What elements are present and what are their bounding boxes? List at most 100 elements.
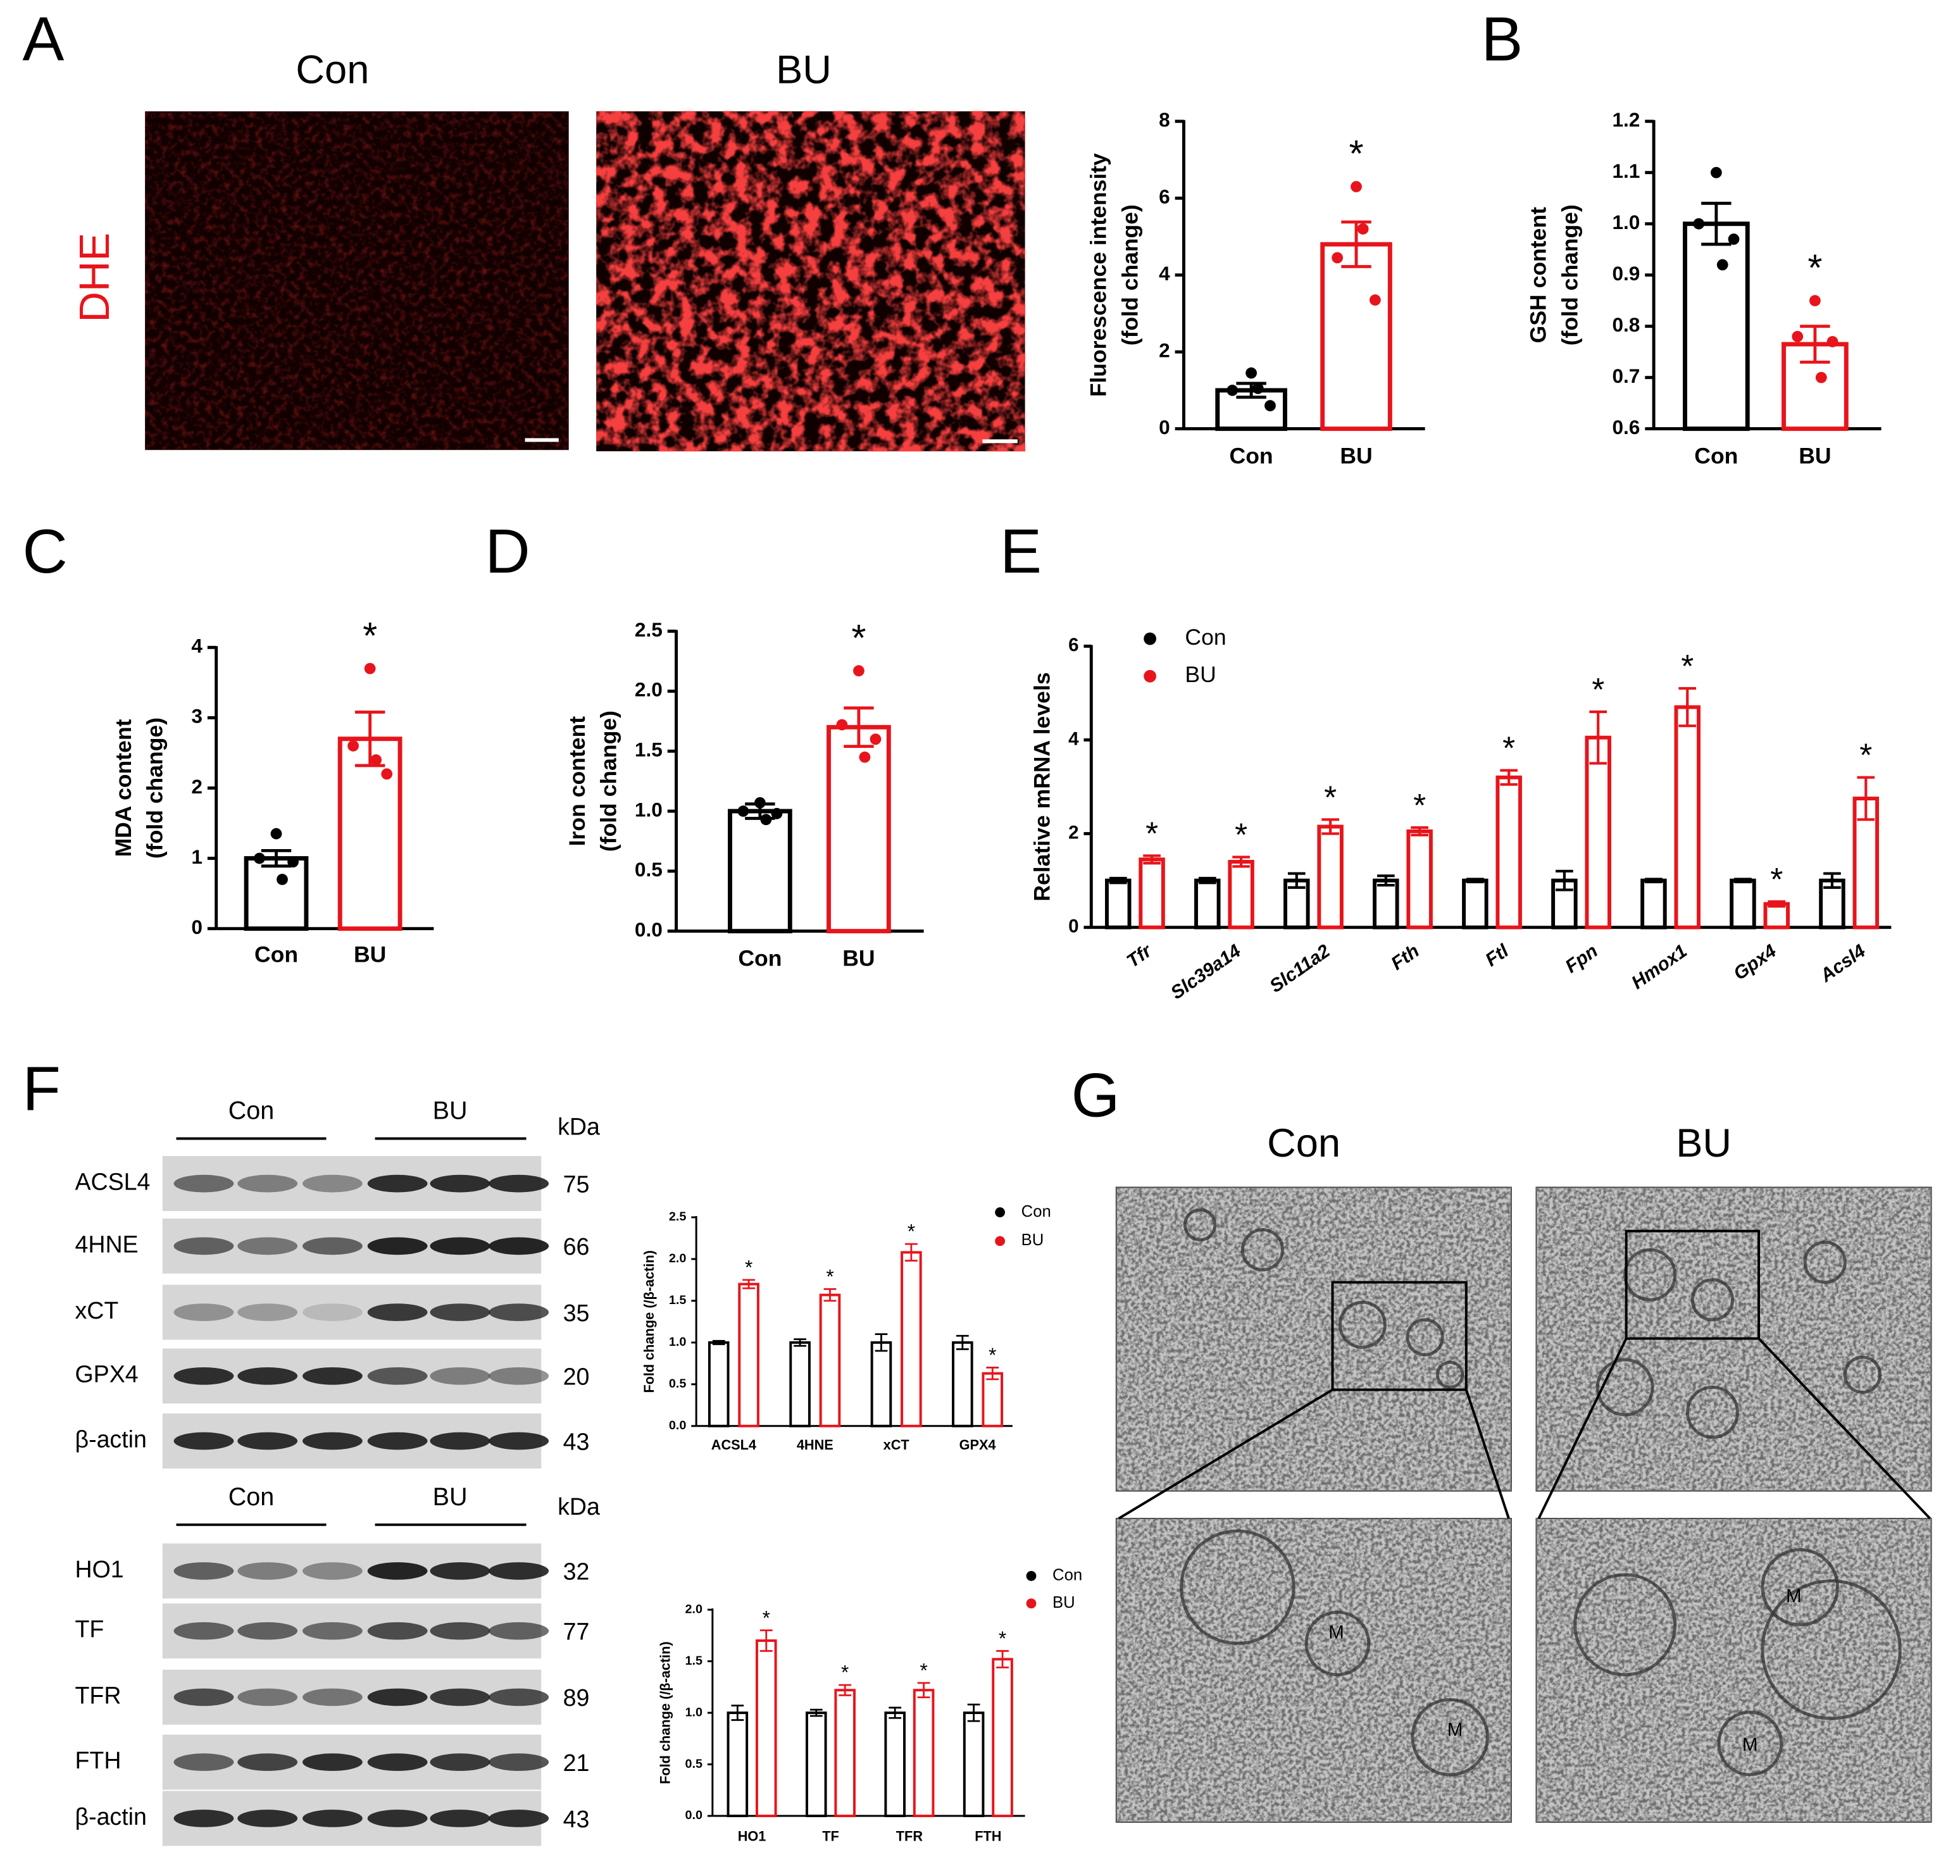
y-tick-label: 3	[191, 705, 203, 728]
error-bar	[904, 1243, 918, 1262]
error-bar	[354, 711, 385, 767]
x-tick-label: Con	[254, 942, 298, 967]
significance: *	[1413, 787, 1426, 823]
blot-band	[367, 1432, 428, 1450]
blot-band	[430, 1688, 490, 1706]
blot-band	[430, 1174, 490, 1193]
bar	[1317, 824, 1344, 929]
blot-band	[173, 1303, 234, 1321]
x-tick-label: Con	[1230, 443, 1273, 468]
bar	[1640, 878, 1667, 929]
error-bar	[1287, 872, 1306, 889]
significance: *	[1235, 817, 1247, 853]
blot-band	[430, 1810, 490, 1827]
group-label: Con	[1267, 1121, 1340, 1165]
significance: *	[1681, 648, 1694, 684]
blot-band	[173, 1432, 234, 1450]
blot-band	[302, 1432, 363, 1450]
group-label: BU	[1676, 1121, 1732, 1165]
blot-band	[173, 1753, 234, 1771]
micrograph-texture	[596, 111, 1025, 452]
blot-band	[237, 1303, 298, 1321]
legend-label: BU	[1021, 1231, 1044, 1249]
x-tick-label: ACSL4	[711, 1437, 756, 1453]
error-bar	[1768, 900, 1786, 908]
data-point	[364, 662, 376, 674]
protein-label: β-actin	[75, 1803, 147, 1830]
bar	[1406, 829, 1433, 929]
data-point	[836, 719, 848, 731]
y-axis-label: Fold change (/β-actin)	[641, 1250, 657, 1393]
y-tick-label: 2	[191, 775, 203, 798]
significance: *	[841, 1661, 849, 1684]
tem-texture	[1116, 1518, 1511, 1822]
data-point	[381, 768, 393, 780]
error-bar	[1701, 201, 1732, 246]
x-tick-label: Con	[738, 945, 782, 971]
panel-letter: G	[1071, 1060, 1120, 1129]
protein-label: xCT	[75, 1297, 119, 1324]
blot-band	[430, 1753, 490, 1771]
kda-value: 89	[563, 1684, 590, 1711]
data-point	[270, 828, 282, 840]
blot-band	[173, 1622, 234, 1640]
x-tick-label: Hmox1	[1628, 940, 1691, 993]
y-tick-label: 0.0	[669, 1419, 686, 1432]
y-tick-label: 4	[1068, 728, 1079, 749]
error-bar	[1800, 325, 1830, 364]
data-point	[277, 874, 288, 885]
blot-band	[430, 1562, 490, 1580]
data-point	[1351, 181, 1362, 192]
error-bar	[986, 1367, 999, 1381]
protein-label: GPX4	[75, 1361, 139, 1388]
blot-band	[237, 1432, 298, 1450]
legend-label: BU	[1052, 1594, 1075, 1612]
significance: *	[999, 1627, 1006, 1649]
legend-label: Con	[1052, 1567, 1082, 1584]
x-tick-label: Acsl4	[1816, 940, 1869, 986]
mitochondrion	[1406, 1318, 1444, 1357]
bar	[834, 1689, 856, 1818]
bar	[1683, 221, 1750, 432]
data-point	[1369, 294, 1381, 306]
y-tick-label: 4	[1159, 262, 1170, 285]
bar	[789, 1341, 811, 1427]
bar	[1585, 735, 1611, 929]
legend-marker	[1144, 632, 1156, 645]
y-tick-label: 0.0	[685, 1808, 702, 1822]
mitochondrion	[1304, 1610, 1371, 1677]
error-bar	[1645, 878, 1663, 883]
y-tick-label: 1.0	[685, 1705, 702, 1719]
kda-value: 43	[563, 1428, 590, 1455]
data-point	[1357, 223, 1369, 235]
blot-band	[489, 1688, 549, 1706]
blot-unit: kDa	[558, 1114, 600, 1140]
blot-band	[367, 1303, 428, 1321]
zoom-box	[1331, 1281, 1468, 1391]
mitochondrion	[1761, 1579, 1902, 1720]
y-tick-label: 2.0	[635, 678, 663, 701]
data-point	[771, 807, 783, 819]
blot-band	[367, 1753, 428, 1771]
blot-band	[302, 1622, 363, 1640]
blot-band	[430, 1303, 490, 1321]
data-point	[1252, 382, 1264, 394]
blot-band	[489, 1622, 549, 1640]
x-tick-label: TF	[822, 1828, 839, 1844]
blot-band	[489, 1367, 549, 1385]
data-point	[1264, 400, 1276, 412]
bar	[337, 736, 403, 931]
significance: *	[1859, 737, 1872, 773]
blot-band	[302, 1303, 363, 1321]
y-axis-label: Fold change (/β-actin)	[657, 1641, 673, 1784]
significance: *	[1324, 779, 1337, 815]
error-bar	[794, 1338, 806, 1347]
tem-texture	[1536, 1518, 1932, 1822]
mito-label: M	[1742, 1734, 1758, 1755]
mito-label: M	[1328, 1622, 1344, 1643]
error-bar	[1232, 855, 1250, 868]
y-tick-label: 0.0	[635, 918, 663, 941]
y-tick-label: 6	[1159, 185, 1170, 208]
kda-value: 20	[563, 1364, 590, 1390]
bar	[952, 1341, 973, 1427]
